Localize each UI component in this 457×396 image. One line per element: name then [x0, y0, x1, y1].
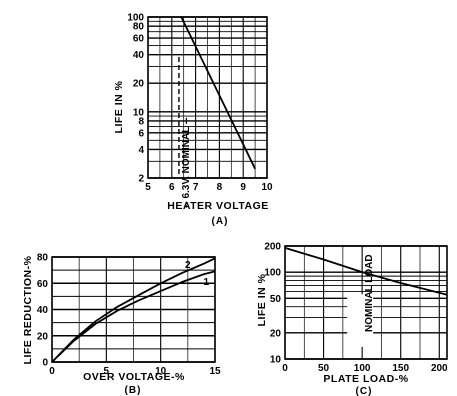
panel-a-grid — [147, 16, 268, 179]
panel-c-y-axis-label: LIFE IN % — [256, 273, 268, 326]
panel-b-curves — [51, 257, 216, 363]
panel-a-curves — [178, 16, 256, 176]
panel-c-ticks: 10 20 50 100 200 0 50 100 150 200 — [264, 242, 448, 375]
panel-a-nominal-annotation: -- 6.3V. NOMINAL -- — [181, 117, 192, 208]
panel-b-series-line-1 — [51, 270, 216, 363]
panel-c-annotation-backdrop — [347, 294, 374, 347]
panel-c-curves — [284, 247, 448, 347]
panel-c-y-tick-label: 100 — [264, 268, 281, 279]
panel-a-y-tick-label: 80 — [133, 22, 145, 33]
panel-b-series-label-1: 1 — [204, 277, 210, 288]
panel-c-y-tick-label: 20 — [270, 328, 282, 339]
panel-a-x-tick-label: 9 — [240, 182, 246, 193]
panel-b-caption: (B) — [125, 385, 142, 396]
panel-a-y-tick-label: 40 — [133, 50, 145, 61]
panel-b-x-tick-label: 10 — [155, 366, 167, 377]
panel-b-y-tick-label: 60 — [37, 279, 49, 290]
panel-b-x-axis-label: OVER VOLTAGE-% — [83, 371, 185, 383]
panel-a-y-tick-label: 10 — [133, 107, 145, 118]
panel-c-y-tick-label: 200 — [264, 242, 281, 253]
panel-c-nominal-annotation: NOMINAL LOAD — [364, 254, 375, 332]
panel-a-y-tick-label: 4 — [138, 145, 144, 156]
panel-c-x-tick-label: 0 — [282, 363, 288, 374]
panel-a-y-tick-label: 6 — [138, 128, 144, 139]
panel-c-series-line-1 — [284, 247, 448, 296]
panel-c-x-tick-label: 200 — [431, 363, 448, 374]
panel-b-series-label-2: 2 — [185, 260, 191, 271]
panel-b-y-tick-label: 40 — [37, 305, 49, 316]
panel-b-y-axis-label: LIFE REDUCTION-% — [22, 255, 34, 364]
panel-a-y-tick-label: 8 — [138, 116, 144, 127]
panel-a-x-tick-label: 5 — [145, 182, 151, 193]
panel-c-chart: 10 20 50 100 200 0 50 100 150 200 NOMINAL LOAD PL… — [256, 242, 448, 396]
panel-c-x-tick-label: 150 — [392, 363, 409, 374]
panel-b-series-line-2 — [51, 257, 216, 363]
panel-b-x-tick-label: 15 — [209, 366, 221, 377]
panel-a-x-tick-label: 8 — [217, 182, 223, 193]
panel-a-series-line-1 — [180, 16, 256, 170]
panel-a-x-axis-label: HEATER VOLTAGE — [167, 200, 269, 212]
panel-a-x-tick-label: 7 — [193, 182, 199, 193]
panel-b-x-tick-label: 0 — [49, 366, 55, 377]
panel-b-y-tick-label: 80 — [37, 253, 49, 264]
panel-b-x-tick-label: 5 — [104, 366, 110, 377]
panel-a-x-tick-label: 10 — [261, 182, 273, 193]
panel-c-y-tick-label: 10 — [270, 355, 282, 366]
panel-a-y-tick-label: 100 — [127, 13, 144, 24]
panel-a-x-tick-label: 6 — [169, 182, 175, 193]
panel-b-grid — [51, 256, 216, 363]
panel-c-y-tick-label: 50 — [270, 294, 282, 305]
panel-a-y-axis-label: LIFE IN % — [113, 80, 125, 133]
panel-a-y-tick-label: 2 — [138, 174, 144, 185]
panel-b-plot-frame — [51, 256, 216, 363]
panel-c-caption: (C) — [356, 386, 373, 396]
panel-c-x-tick-label: 50 — [318, 363, 330, 374]
panel-a-plot-frame — [147, 16, 268, 179]
panel-c-x-axis-label: PLATE LOAD-% — [323, 373, 408, 385]
panel-a-y-tick-label: 60 — [133, 34, 145, 45]
panel-b-series-labels: 12 — [185, 260, 209, 288]
panel-c-x-tick-label: 100 — [354, 363, 371, 374]
panel-a-y-tick-label: 20 — [133, 79, 145, 90]
panel-c-plot-frame — [284, 245, 448, 360]
panel-b-ticks: 0 20 40 60 80 0 5 10 15 — [37, 253, 221, 378]
panel-b-y-tick-label: 20 — [37, 331, 49, 342]
panel-a-caption: (A) — [212, 216, 229, 227]
panel-b-y-tick-label: 0 — [42, 358, 48, 369]
